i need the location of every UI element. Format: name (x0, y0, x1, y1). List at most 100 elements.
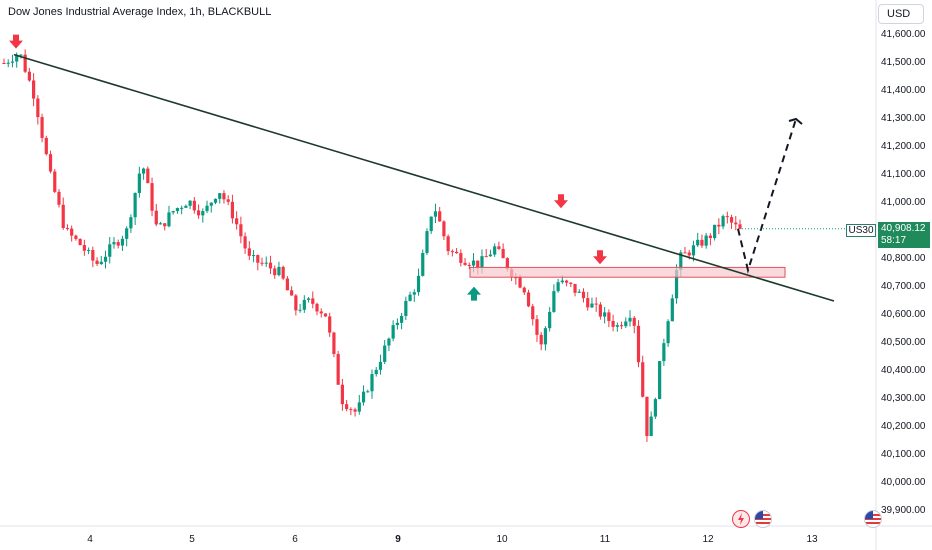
time-tick-label: 5 (189, 534, 195, 545)
candle-body (133, 193, 137, 218)
candle-body (205, 205, 209, 212)
candle-body (65, 227, 70, 229)
candle-body (531, 306, 535, 320)
candle-body (607, 312, 611, 321)
currency-button[interactable]: USD (878, 4, 924, 24)
candle-body (277, 266, 281, 276)
candle-body (340, 384, 344, 405)
price-tick-label: 41,400.00 (881, 85, 926, 96)
us-flag-icon[interactable] (754, 510, 772, 528)
price-tick-label: 41,100.00 (881, 169, 926, 180)
price-tick-label: 40,300.00 (881, 393, 926, 404)
candle-body (15, 54, 19, 62)
candle-body (501, 248, 505, 259)
candle-body (260, 262, 264, 264)
candle-body (518, 277, 522, 288)
buy-arrow-marker (467, 286, 481, 301)
candle-body (264, 262, 268, 264)
candle-body (19, 54, 23, 56)
sell-arrow-marker (554, 194, 568, 209)
candle-body (484, 256, 488, 258)
candle-body (129, 217, 133, 229)
candle-body (628, 317, 632, 322)
candle-body (311, 298, 315, 304)
candle-body (158, 223, 163, 225)
candle-body (349, 409, 353, 411)
price-tick-label: 41,200.00 (881, 141, 926, 152)
last-price: 40,908.12 (881, 223, 926, 234)
candle-body (450, 251, 454, 253)
candle-body (290, 290, 294, 296)
candle-body (615, 325, 619, 327)
price-tick-label: 40,600.00 (881, 309, 926, 320)
candle-body (213, 198, 218, 203)
candle-body (171, 211, 175, 213)
candle-body (273, 268, 277, 276)
candle-body (302, 299, 306, 310)
candle-body (2, 63, 6, 64)
candle-body (505, 258, 509, 270)
candle-body (298, 309, 302, 311)
candle-body (36, 98, 40, 118)
candle-body (391, 325, 395, 339)
candle-body (425, 231, 429, 253)
candle-body (590, 303, 594, 308)
candle-body (294, 295, 298, 311)
candle-body (230, 201, 235, 219)
candle-body (374, 369, 378, 375)
candle-body (281, 266, 285, 279)
candle-body (412, 292, 416, 295)
candle-body (645, 396, 649, 437)
time-tick-label: 6 (292, 534, 298, 545)
candle-body (32, 80, 36, 99)
candle-body (721, 216, 725, 227)
candle-body (564, 280, 569, 283)
candle-body (543, 328, 548, 345)
candle-body (480, 256, 484, 268)
candle-body (53, 171, 57, 192)
candle-body (560, 280, 564, 283)
price-tick-label: 41,500.00 (881, 57, 926, 68)
candle-body (459, 253, 463, 263)
price-tick-label: 40,200.00 (881, 421, 926, 432)
candle-body (383, 345, 387, 362)
candle-body (687, 252, 691, 256)
candle-body (315, 303, 319, 312)
candle-body (717, 224, 721, 227)
candle-body (641, 362, 645, 397)
flash-icon[interactable] (732, 510, 750, 528)
candle-body (429, 216, 433, 232)
candle-body (535, 319, 539, 335)
candle-body (306, 298, 311, 300)
projection-arrowhead (788, 117, 803, 125)
candle-body (662, 343, 666, 362)
time-tick-label: 13 (806, 534, 818, 545)
last-price-badge: 40,908.12 58:17 (878, 222, 930, 248)
time-tick-label: 11 (599, 534, 611, 545)
candle-body (209, 202, 213, 206)
candle-body (421, 252, 425, 276)
candle-body (725, 216, 729, 218)
candle-body (526, 292, 531, 307)
candle-body (696, 239, 700, 246)
candle-body (10, 61, 15, 63)
candle-body (108, 244, 112, 257)
candle-body (167, 212, 171, 227)
candle-body (463, 262, 467, 265)
candle-body (150, 183, 154, 211)
candle-body (188, 200, 192, 206)
candle-body (653, 399, 658, 417)
price-tick-label: 40,400.00 (881, 365, 926, 376)
candle-body (649, 416, 653, 437)
candle-body (395, 322, 399, 326)
candle-body (438, 211, 442, 222)
candle-body (467, 264, 471, 266)
candle-body (683, 252, 687, 254)
trendline (13, 53, 835, 302)
candle-body (243, 236, 247, 249)
candle-body (446, 236, 450, 252)
candle-body (268, 262, 273, 269)
candle-body (332, 332, 336, 354)
candle-body (713, 224, 717, 239)
